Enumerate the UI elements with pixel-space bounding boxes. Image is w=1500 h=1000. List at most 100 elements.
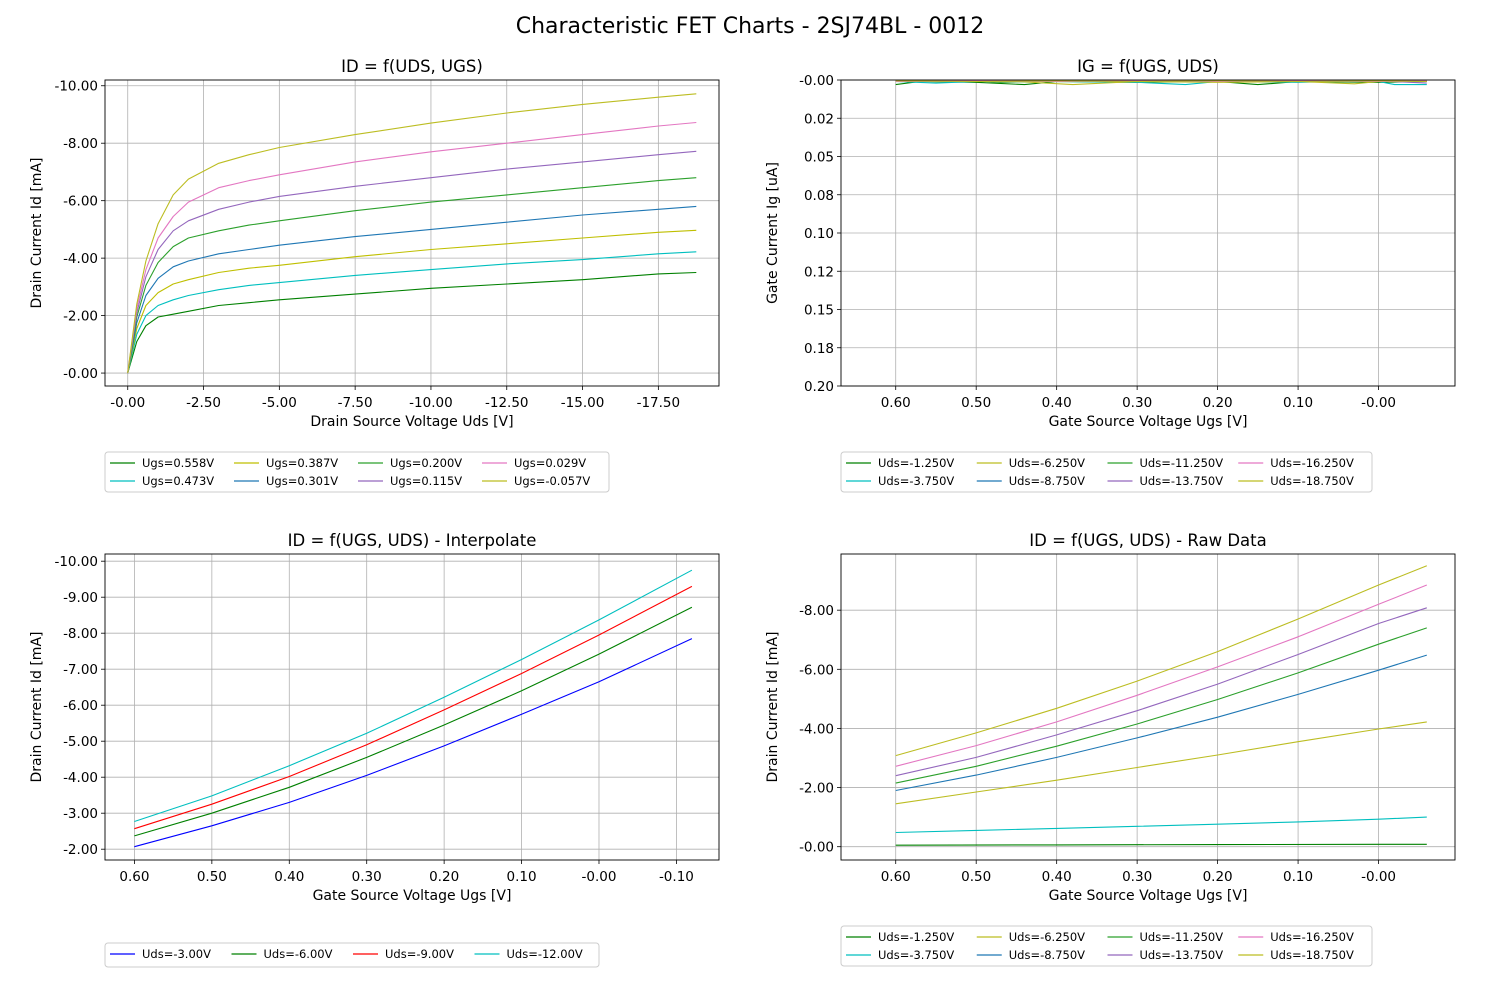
x-tick-label: 0.20 — [429, 869, 459, 885]
legend-label: Ugs=0.387V — [266, 456, 338, 470]
legend-label: Ugs=0.301V — [266, 474, 338, 488]
legend-box — [104, 451, 610, 493]
y-tick-label: -4.00 — [63, 251, 98, 267]
x-axis-label: Gate Source Voltage Ugs [V] — [313, 888, 512, 904]
y-tick-label: 0.08 — [804, 188, 834, 204]
y-tick-label: 0.18 — [804, 341, 834, 357]
x-tick-label: 0.60 — [881, 869, 911, 885]
series-line-7 — [127, 121, 697, 374]
y-tick-label: 0.12 — [804, 264, 834, 280]
y-axis-label: Drain Current Id [mA] — [29, 632, 45, 783]
y-tick-label: 0.15 — [804, 303, 834, 319]
legend-label: Uds=-18.750V — [1270, 474, 1354, 488]
x-axis-label: Drain Source Voltage Uds [V] — [310, 414, 513, 430]
x-tick-label: 0.40 — [274, 869, 304, 885]
series-line-5 — [127, 177, 697, 374]
series-line-1 — [895, 843, 1427, 846]
series-line-2 — [134, 606, 693, 837]
x-tick-label: -0.00 — [582, 869, 617, 885]
panel-title: ID = f(UGS, UDS) - Raw Data — [1029, 531, 1266, 550]
legend: Uds=-1.250V Uds=-3.750V Uds=-6.250V Uds=-8.… — [840, 451, 1373, 493]
x-tick-label: 0.40 — [1042, 869, 1072, 885]
series-line-3 — [134, 585, 693, 830]
legend-label: Uds=-11.250V — [1140, 456, 1224, 470]
legend-label: Uds=-3.750V — [878, 474, 954, 488]
series-line-2 — [895, 816, 1427, 834]
x-axis-label: Gate Source Voltage Ugs [V] — [1049, 414, 1248, 430]
y-tick-label: -10.00 — [54, 554, 98, 570]
series-line-3 — [127, 229, 697, 374]
x-tick-label: -10.00 — [409, 395, 453, 411]
y-tick-label: -6.00 — [63, 698, 98, 714]
y-tick-label: -9.00 — [63, 590, 98, 606]
x-tick-label: 0.20 — [1203, 869, 1233, 885]
y-tick-label: 0.20 — [804, 379, 834, 395]
y-tick-label: -6.00 — [63, 194, 98, 210]
y-axis-label: Gate Current Ig [uA] — [765, 162, 781, 304]
series-line-3 — [895, 721, 1427, 805]
x-tick-label: 0.40 — [1042, 395, 1072, 411]
legend-label: Uds=-6.250V — [1009, 456, 1085, 470]
x-tick-label: 0.30 — [352, 869, 382, 885]
legend-label: Uds=-12.00V — [507, 947, 583, 961]
x-tick-label: 0.60 — [119, 869, 149, 885]
plot-frame — [840, 79, 1456, 387]
series-line-5 — [895, 627, 1427, 784]
series-line-8 — [895, 80, 1427, 83]
y-tick-label: -8.00 — [63, 136, 98, 152]
panel-title: IG = f(UGS, UDS) — [1077, 57, 1219, 76]
legend: Uds=-1.250V Uds=-3.750V Uds=-6.250V Uds=-8.… — [840, 925, 1373, 967]
chart-panel-raw-data: 0.60 0.50 0.40 0.30 0.20 0.10 -0.00 -0.00 -2.00 -… — [765, 531, 1456, 967]
legend-label: Ugs=-0.057V — [514, 474, 590, 488]
series-line-2 — [127, 251, 697, 374]
y-tick-label: 0.05 — [804, 150, 834, 166]
y-tick-label: -8.00 — [799, 603, 834, 619]
y-tick-label: -0.00 — [63, 366, 98, 382]
legend-label: Uds=-1.250V — [878, 930, 954, 944]
legend-box — [840, 925, 1373, 967]
y-tick-label: -7.00 — [63, 662, 98, 678]
legend-label: Ugs=0.558V — [142, 456, 214, 470]
y-tick-label: -10.00 — [54, 79, 98, 95]
x-tick-label: -15.00 — [561, 395, 605, 411]
figure-title: Characteristic FET Charts - 2SJ74BL - 00… — [515, 14, 985, 39]
legend-label: Uds=-18.750V — [1270, 948, 1354, 962]
x-tick-label: 0.10 — [1283, 395, 1313, 411]
y-tick-label: -3.00 — [63, 806, 98, 822]
series-line-7 — [895, 584, 1428, 767]
legend-label: Ugs=0.029V — [514, 456, 586, 470]
x-tick-label: 0.50 — [961, 869, 991, 885]
x-tick-label: 0.20 — [1203, 395, 1233, 411]
series-group — [134, 569, 693, 848]
y-tick-label: -4.00 — [63, 770, 98, 786]
x-tick-label: -0.00 — [1361, 869, 1396, 885]
legend-label: Ugs=0.200V — [390, 456, 462, 470]
panel-title: ID = f(UDS, UGS) — [341, 57, 483, 76]
x-tick-label: 0.10 — [1283, 869, 1313, 885]
plot-frame — [104, 79, 720, 387]
x-tick-label: -17.50 — [637, 395, 681, 411]
legend-label: Uds=-8.750V — [1009, 474, 1085, 488]
series-line-3 — [895, 80, 1427, 86]
legend-label: Uds=-6.00V — [264, 947, 333, 961]
series-line-1 — [127, 271, 697, 374]
legend-label: Uds=-16.250V — [1270, 930, 1354, 944]
series-line-4 — [134, 569, 693, 823]
x-tick-label: -7.50 — [338, 395, 373, 411]
x-tick-label: -12.50 — [485, 395, 529, 411]
y-tick-label: -2.00 — [63, 309, 98, 325]
series-line-6 — [895, 607, 1427, 777]
y-tick-label: -6.00 — [799, 662, 834, 678]
x-tick-label: -0.10 — [659, 869, 694, 885]
legend-label: Uds=-11.250V — [1140, 930, 1224, 944]
legend: Ugs=0.558V Ugs=0.473V Ugs=0.387V Ugs=0.301V… — [104, 451, 610, 493]
series-group — [895, 80, 1427, 86]
legend-label: Uds=-9.00V — [385, 947, 454, 961]
legend-label: Uds=-16.250V — [1270, 456, 1354, 470]
legend-box — [104, 942, 600, 968]
chart-panel-drain-vs-uds: -0.00 -2.50 -5.00 -7.50 -10.00 -12.50 -15.00 -1… — [29, 57, 720, 493]
series-line-8 — [895, 565, 1428, 757]
legend-label: Uds=-13.750V — [1140, 948, 1224, 962]
y-tick-label: -8.00 — [63, 626, 98, 642]
chart-panel-interpolate: 0.60 0.50 0.40 0.30 0.20 0.10 -0.00 -0.10 -2.00 -… — [29, 531, 720, 968]
